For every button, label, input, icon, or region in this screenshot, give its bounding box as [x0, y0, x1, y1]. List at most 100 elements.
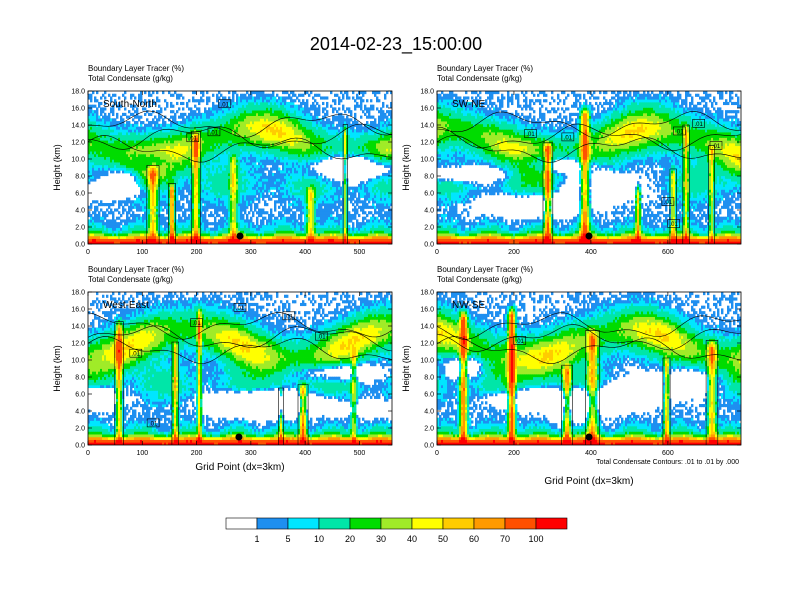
panel-label: West-East: [103, 300, 149, 311]
x-tick-label: 600: [662, 249, 674, 256]
y-tick-label: 16.0: [420, 106, 434, 113]
figure-title: 2014-02-23_15:00:00: [310, 34, 482, 55]
y-tick-label: 18.0: [71, 89, 85, 96]
x-tick-label: 500: [354, 450, 366, 457]
y-tick-label: 4.0: [75, 409, 85, 416]
contour-label: .01: [516, 339, 525, 345]
colorbar-level-label: 20: [345, 534, 355, 544]
condensate-contours: [88, 110, 392, 244]
y-tick-label: 8.0: [75, 375, 85, 382]
contour-label: .01: [664, 200, 673, 206]
contour-label-box: [692, 119, 705, 128]
y-tick-label: 10.0: [420, 358, 434, 365]
y-tick-label: 10.0: [71, 157, 85, 164]
y-tick-label: 0.0: [424, 443, 434, 450]
panel-sw-ne: .01 .01 .01 .01 .01 .01 .01 SW-NE Boundary Layer…: [401, 64, 742, 256]
location-marker: [585, 232, 593, 240]
contour-label: .01: [210, 130, 219, 136]
panel-title-line1: Boundary Layer Tracer (%): [88, 265, 184, 274]
colorbar-level-label: 100: [528, 534, 543, 544]
y-tick-label: 2.0: [424, 426, 434, 433]
y-tick-label: 14.0: [71, 123, 85, 130]
x-tick-label: 0: [86, 450, 90, 457]
colorbar-level-label: 60: [469, 534, 479, 544]
y-tick-label: 12.0: [71, 341, 85, 348]
panel-title-line1: Boundary Layer Tracer (%): [437, 265, 533, 274]
plot-frame: [87, 291, 393, 446]
y-axis-label: Height (km): [52, 345, 62, 392]
colorbar-level-label: 5: [285, 534, 290, 544]
colorbar-level-label: 1: [254, 534, 259, 544]
x-tick-label: 0: [435, 249, 439, 256]
contour-label-box: [282, 311, 296, 321]
y-tick-label: 8.0: [424, 174, 434, 181]
colorbar-swatch: [287, 517, 320, 530]
contour-label: .01: [192, 321, 201, 327]
x-tick-label: 300: [245, 450, 257, 457]
contour-label-box: [673, 126, 686, 136]
x-tick-label: 400: [585, 249, 597, 256]
x-tick-label: 400: [299, 249, 311, 256]
y-tick-label: 4.0: [75, 208, 85, 215]
plot-frame: [87, 90, 393, 245]
contour-label-box: [146, 418, 160, 428]
contour-label: .01: [694, 122, 703, 128]
contour-label-box: [667, 219, 680, 228]
colorbar-swatch: [318, 517, 351, 530]
y-tick-label: 14.0: [420, 123, 434, 130]
y-tick-label: 6.0: [424, 392, 434, 399]
x-tick-label: 300: [245, 249, 257, 256]
contour-footnote: Total Condensate Contours: .01 to .01 by…: [596, 459, 739, 466]
y-tick-label: 16.0: [71, 106, 85, 113]
y-tick-label: 16.0: [71, 307, 85, 314]
x-tick-label: 200: [191, 450, 203, 457]
contour-label-box: [218, 99, 232, 109]
tracer-field: [88, 292, 392, 445]
contour-label-box: [661, 197, 675, 206]
colorbar-level-label: 50: [438, 534, 448, 544]
location-marker: [585, 433, 593, 441]
y-tick-label: 12.0: [420, 341, 434, 348]
contour-label: .01: [675, 129, 684, 135]
y-tick-label: 12.0: [420, 140, 434, 147]
x-axis-label: Grid Point (dx=3km): [195, 462, 284, 473]
contour-label-box: [709, 141, 723, 150]
contour-label: .01: [236, 306, 245, 312]
contour-label-box: [315, 331, 328, 341]
panel-south-north: .01 .01 .01 South-North Boundary Layer Trace…: [52, 64, 393, 256]
y-tick-label: 0.0: [75, 242, 85, 249]
contour-label: .01: [221, 102, 230, 108]
condensate-contours: [88, 312, 392, 445]
y-tick-label: 0.0: [424, 242, 434, 249]
panel-title-line1: Boundary Layer Tracer (%): [437, 64, 533, 73]
colorbar-swatch: [411, 517, 444, 530]
y-tick-label: 4.0: [424, 409, 434, 416]
plot-frame: [436, 90, 742, 245]
contour-label: .01: [526, 132, 535, 138]
x-axis-label: Grid Point (dx=3km): [544, 476, 633, 487]
contour-label: .01: [564, 135, 573, 141]
colorbar-level-label: 10: [314, 534, 324, 544]
y-tick-label: 14.0: [71, 324, 85, 331]
y-tick-label: 6.0: [75, 392, 85, 399]
panel-title-line2: Total Condensate (g/kg): [88, 275, 173, 284]
colorbar-swatch: [504, 517, 537, 530]
contour-label-box: [129, 348, 143, 358]
y-axis-label: Height (km): [401, 345, 411, 392]
y-tick-label: 2.0: [75, 225, 85, 232]
panel-title-line2: Total Condensate (g/kg): [437, 74, 522, 83]
contour-label-box: [513, 336, 527, 345]
x-tick-label: 200: [508, 450, 520, 457]
panels: .01 .01 .01 South-North Boundary Layer Trace…: [52, 64, 742, 487]
y-axis-label: Height (km): [401, 144, 411, 191]
y-tick-label: 8.0: [75, 174, 85, 181]
contour-label: .01: [669, 222, 678, 228]
colorbar-swatch: [535, 517, 568, 530]
x-tick-label: 100: [136, 249, 148, 256]
x-tick-label: 500: [354, 249, 366, 256]
panel-title-line2: Total Condensate (g/kg): [437, 275, 522, 284]
y-tick-label: 4.0: [424, 208, 434, 215]
panel-label: NW-SE: [452, 300, 485, 311]
tracer-field: [437, 292, 741, 445]
